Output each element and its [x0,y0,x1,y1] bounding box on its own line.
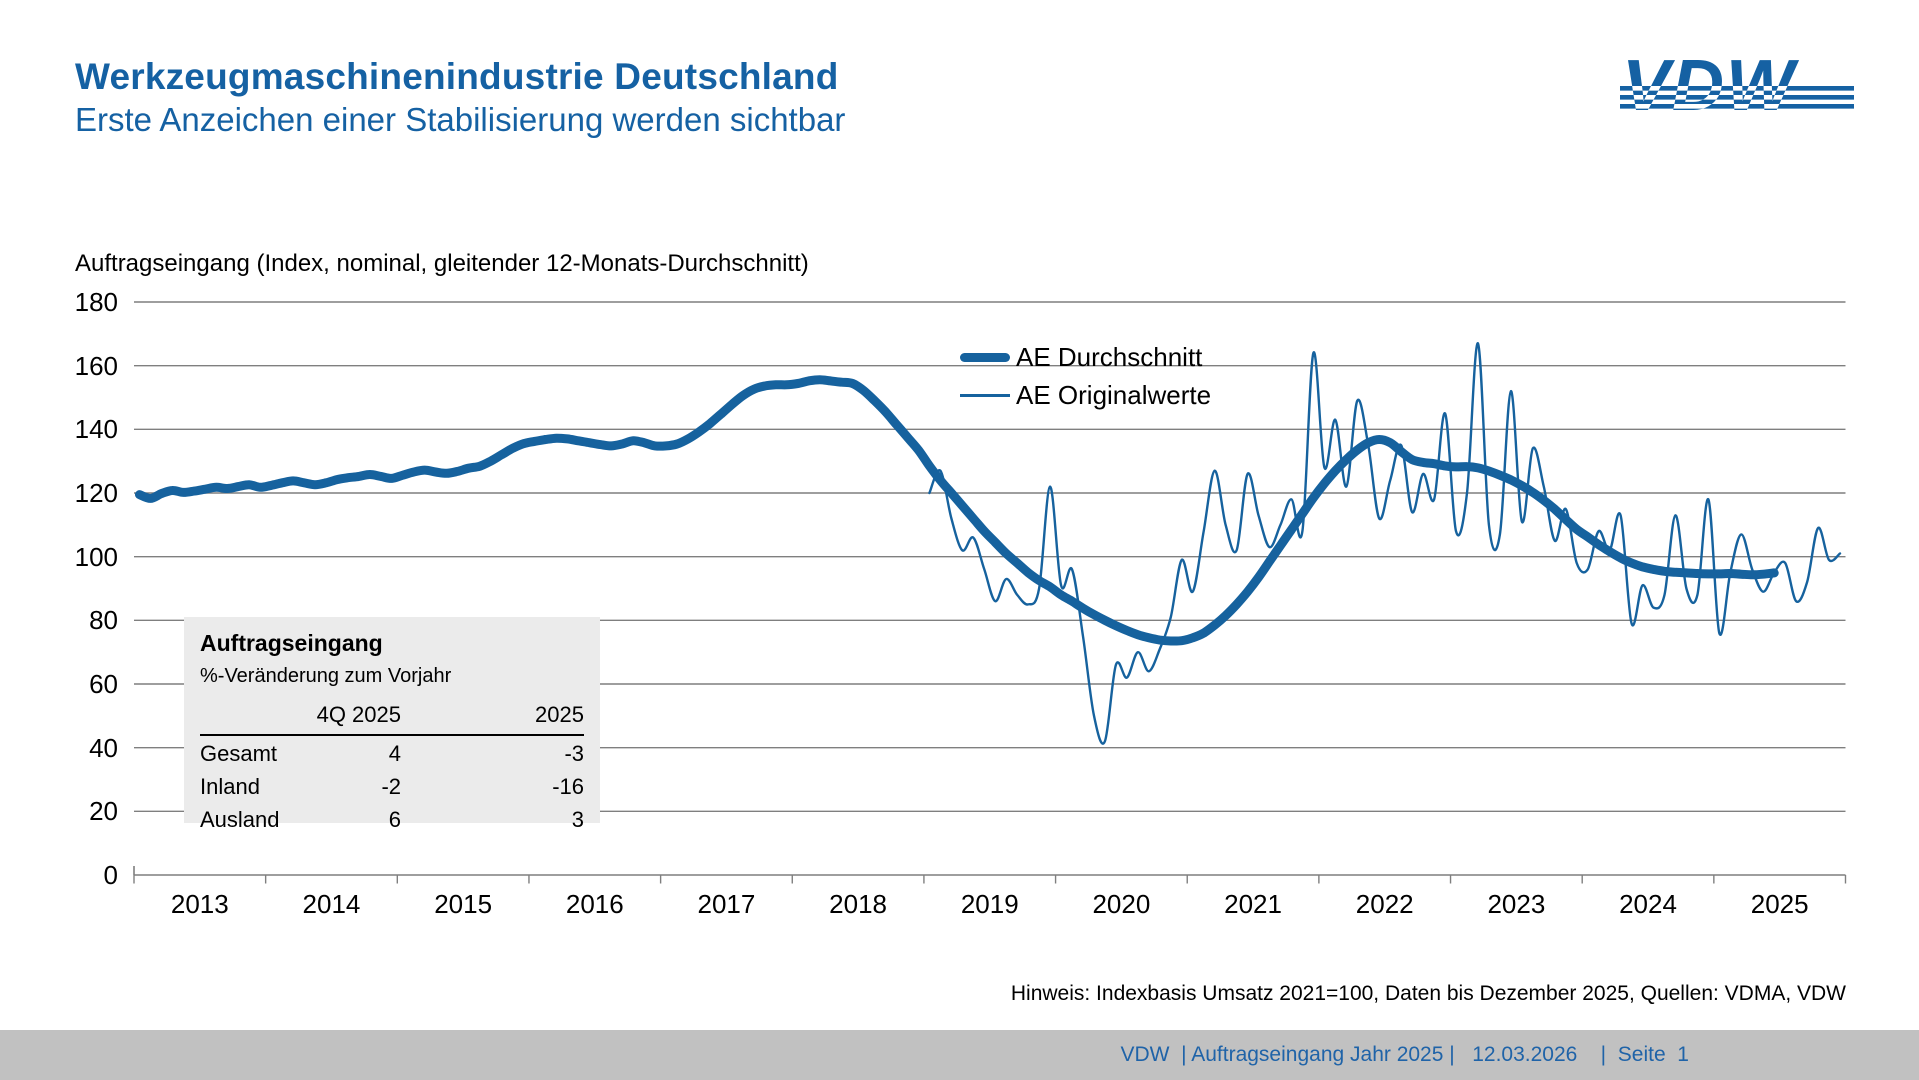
y-axis-label: 100 [74,541,118,572]
line-durchschnitt [134,375,1779,646]
line-originalwerte [928,342,1842,745]
x-axis-label: 2022 [1355,889,1414,919]
inset-table-subtitle: %-Veränderung zum Vorjahr [200,665,452,687]
x-axis-label: 2020 [1092,889,1151,919]
legend-label: AE Durchschnitt [1016,341,1203,372]
x-axis-label: 2015 [434,889,493,919]
row-label: Gesamt [200,741,278,766]
legend-item-originalwerte: AE Originalwerte [960,376,1211,414]
x-axis-label: 2016 [565,889,624,919]
y-axis-label: 80 [89,605,118,636]
inset-table: Auftragseingang %-Veränderung zum Vorjah… [184,617,600,832]
x-axis-label: 2014 [302,889,361,919]
row-q4-value: 4 [388,741,401,766]
row-label: Inland [200,774,260,799]
page-subtitle: Erste Anzeichen einer Stabilisierung wer… [75,101,846,138]
vdw-logo-icon: VDW VDW [1620,46,1854,126]
y-axis-label: 140 [74,414,118,445]
thick-line-marker-icon [960,352,1010,362]
x-axis-label: 2018 [829,889,888,919]
row-q4-value: -2 [381,774,401,799]
x-axis-label: 2021 [1224,889,1282,919]
x-axis-label: 2017 [697,889,756,919]
y-axis-label: 60 [89,669,118,699]
y-axis-label: 160 [74,350,118,381]
col-header-4q: 4Q 2025 [313,702,401,736]
inset-table-grid: 4Q 2025 2025 Gesamt 4 -3 Inland -2 -16 A… [200,702,584,835]
x-axis-label: 2013 [170,889,229,919]
x-axis-label: 2019 [960,889,1019,919]
inset-table-title: Auftragseingang [200,630,383,656]
col-header-empty [200,702,313,736]
legend-label: AE Originalwerte [1016,379,1212,410]
row-q4-value: 6 [388,807,401,832]
footer-bar: VDW | Auftragseingang Jahr 2025 | 12.03.… [0,1030,1919,1080]
y-axis-label: 40 [89,732,118,763]
y-axis-label: 180 [74,287,118,317]
y-axis-label: 20 [89,796,118,827]
y-axis-label: 0 [103,860,118,890]
page-title: Werkzeugmaschinenindustrie Deutschland [75,56,839,97]
row-year-value: -16 [552,774,584,799]
row-year-value: -3 [564,741,584,766]
legend-item-durchschnitt: AE Durchschnitt [960,338,1211,376]
x-axis-label: 2023 [1487,889,1546,919]
col-header-year: 2025 [401,702,584,736]
y-axis-label: 120 [74,478,118,508]
thin-line-marker-icon [960,393,1010,397]
footnote: Hinweis: Indexbasis Umsatz 2021=100, Dat… [1010,982,1846,1005]
x-axis-label: 2024 [1619,889,1677,919]
footer-text: VDW | Auftragseingang Jahr 2025 | 12.03.… [1120,1043,1689,1066]
x-axis-label: 2025 [1750,889,1809,919]
vdw-logo: VDW VDW [1618,46,1858,126]
row-year-value: 3 [571,807,584,832]
chart-axis-title: Auftragseingang (Index, nominal, gleiten… [75,250,809,277]
chart-legend: AE Durchschnitt AE Originalwerte [960,338,1211,414]
row-label: Ausland [200,807,280,832]
